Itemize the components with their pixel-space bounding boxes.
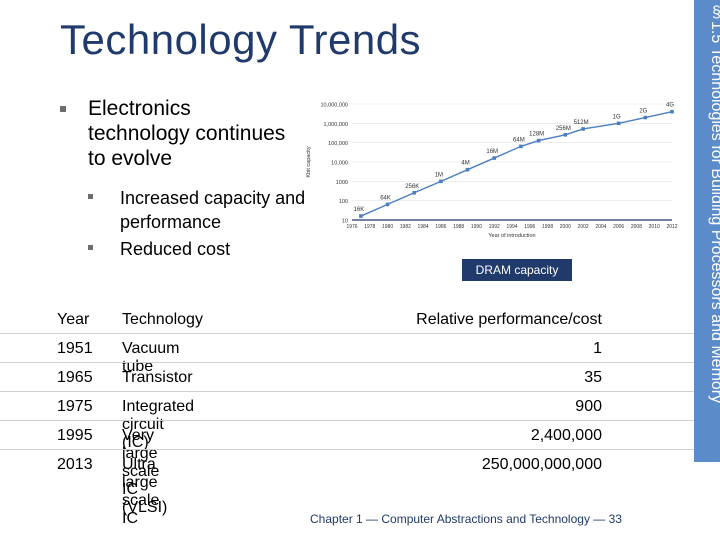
slide-title: Technology Trends	[60, 16, 422, 63]
x-tick-label: 1978	[364, 224, 375, 230]
cell-technology: Transistor	[122, 369, 193, 386]
data-point	[643, 115, 648, 120]
x-tick-label: 1976	[346, 224, 357, 230]
x-tick-label: 1996	[524, 224, 535, 230]
y-tick-label: 100,000	[328, 141, 348, 147]
cell-performance: 2,400,000	[530, 427, 602, 444]
x-tick-label: 1980	[382, 224, 393, 230]
x-tick-label: 1986	[435, 224, 446, 230]
bullet-square-icon	[88, 245, 93, 250]
y-tick-label: 10	[342, 219, 348, 225]
cell-performance: 1	[593, 340, 602, 357]
section-side-label: §1.5 Technologies for Building Processor…	[708, 4, 720, 404]
x-tick-label: 2006	[613, 224, 624, 230]
data-point	[519, 144, 523, 149]
data-label: 256K	[405, 184, 419, 190]
cell-performance: 35	[584, 369, 602, 386]
data-label: 64M	[513, 137, 525, 143]
data-label: 16M	[486, 149, 498, 155]
data-label: 1M	[435, 172, 443, 178]
x-tick-label: 1992	[489, 224, 500, 230]
data-point	[439, 179, 443, 184]
data-point	[385, 202, 390, 207]
sub-bullet-text: Increased capacity and performance	[120, 188, 306, 232]
x-tick-label: 2010	[649, 224, 660, 230]
x-tick-label: 1982	[400, 224, 411, 230]
data-label: 4M	[461, 161, 469, 167]
y-tick-label: 10,000,000	[320, 103, 348, 109]
x-tick-label: 1990	[471, 224, 482, 230]
cell-year: 1995	[57, 427, 93, 444]
header-year: Year	[57, 311, 90, 328]
y-axis-label: Kbit capacity	[306, 146, 312, 177]
data-label: 64K	[380, 195, 391, 201]
data-label: 1G	[613, 114, 621, 120]
data-point	[412, 190, 417, 195]
main-bullet-text: Electronics technology continues to evol…	[88, 97, 286, 170]
chart-svg: 10 100 1000 10,000 100,000 1,000,000 10,000,00…	[306, 103, 678, 240]
x-tick-label: 2008	[631, 224, 642, 230]
row-divider	[0, 333, 694, 334]
slide-footer: Chapter 1 — Computer Abstractions and Te…	[310, 512, 622, 526]
data-point	[359, 214, 363, 218]
y-tick-label: 10,000	[331, 161, 348, 167]
bullet-square-icon	[60, 106, 66, 112]
cell-performance: 250,000,000,000	[481, 456, 602, 473]
x-tick-label: 1984	[418, 224, 429, 230]
x-tick-label: 1994	[506, 224, 517, 230]
x-tick-label: 2002	[578, 224, 589, 230]
data-label: 512M	[574, 120, 589, 126]
sub-bullet-text: Reduced cost	[120, 239, 231, 259]
cell-technology: Ultra large scale IC	[122, 456, 160, 527]
dram-capacity-chart: 10 100 1000 10,000 100,000 1,000,000 10,000,00…	[300, 96, 680, 246]
data-point	[563, 132, 568, 137]
cell-year: 1951	[57, 340, 93, 357]
data-point	[670, 109, 674, 114]
x-axis-label: Year of introduction	[488, 233, 535, 239]
x-tick-label: 2004	[595, 224, 606, 230]
row-divider	[0, 362, 694, 363]
cell-year: 1965	[57, 369, 93, 386]
data-label: 256M	[556, 126, 571, 132]
row-divider	[0, 449, 694, 450]
cell-year: 2013	[57, 456, 93, 473]
data-label: 4G	[666, 103, 674, 109]
data-label: 16K	[354, 207, 365, 213]
row-divider	[0, 420, 694, 421]
data-point	[492, 156, 497, 160]
data-point	[465, 167, 470, 172]
data-point	[616, 121, 621, 126]
x-tick-label: 2000	[560, 224, 571, 230]
header-performance: Relative performance/cost	[416, 311, 602, 328]
x-tick-label: 1998	[542, 224, 553, 230]
header-technology: Technology	[122, 311, 203, 328]
y-tick-label: 1000	[336, 180, 348, 186]
row-divider	[0, 391, 694, 392]
y-tick-label: 1,000,000	[324, 122, 348, 128]
x-tick-label: 1988	[453, 224, 464, 230]
data-point	[536, 138, 541, 143]
data-label: 128M	[529, 132, 544, 138]
y-tick-label: 100	[339, 199, 348, 205]
data-point	[581, 127, 585, 131]
chart-caption: DRAM capacity	[462, 259, 572, 281]
cell-performance: 900	[575, 398, 602, 415]
bullet-square-icon	[88, 194, 93, 199]
data-label: 2G	[639, 109, 647, 115]
x-tick-label: 2012	[666, 224, 677, 230]
cell-year: 1975	[57, 398, 93, 415]
side-band	[694, 0, 720, 462]
